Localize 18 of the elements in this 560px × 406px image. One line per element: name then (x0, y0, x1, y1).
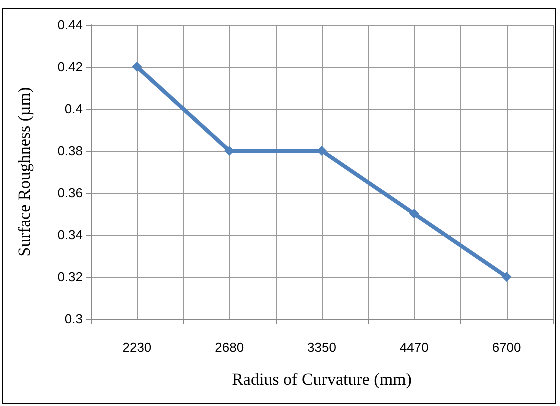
x-tick-label: 2230 (122, 340, 152, 355)
y-tick-label: 0.36 (58, 186, 83, 200)
point (132, 62, 142, 72)
point (409, 209, 420, 219)
y-tick-label: 0.3 (64, 312, 83, 326)
x-tick-label: 6700 (492, 340, 522, 355)
x-axis-title: Radius of Curvature (mm) (232, 370, 412, 389)
x-tick-label: 3350 (308, 340, 336, 355)
y-tick-label: 0.4 (64, 102, 83, 116)
y-tick-label: 0.44 (58, 18, 83, 32)
y-tick-label: 0.32 (58, 270, 83, 284)
point (502, 272, 512, 282)
y-tick-label: 0.34 (58, 228, 83, 242)
y-axis-title: Surface Roughness (µm) (15, 87, 34, 257)
y-tick-label: 0.38 (58, 144, 83, 158)
y-tick-label: 0.42 (58, 60, 83, 74)
x-tick-label: 4470 (400, 340, 429, 355)
x-tick-label: 2680 (215, 340, 244, 355)
